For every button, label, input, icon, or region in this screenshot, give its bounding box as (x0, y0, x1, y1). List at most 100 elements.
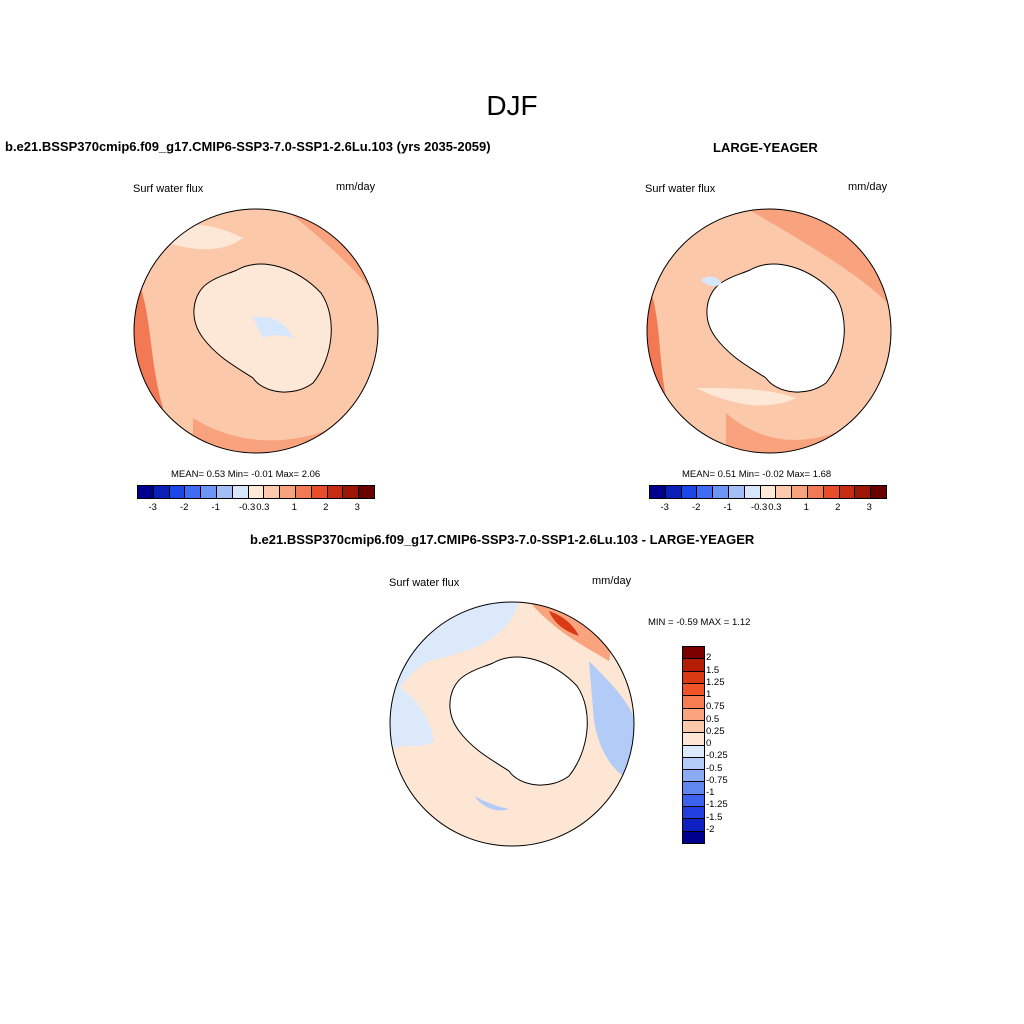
right-colorbar-tick-label: -2 (691, 502, 701, 513)
right-mean-label: MEAN= (682, 469, 715, 480)
diff-map-max-northeast (549, 611, 579, 636)
right-colorbar-tick-label: -0.3 (750, 502, 768, 513)
left-mean-label: MEAN= (171, 469, 204, 480)
diff-colorbar-tick-label: 0.75 (706, 701, 725, 713)
diff-colorbar-tick-label: -2 (706, 823, 715, 835)
left-colorbar-tick-label: -3 (148, 502, 157, 513)
diff-colorbar-tick-label: -1.5 (706, 811, 723, 823)
left-polar-map (133, 208, 379, 454)
right-min-label: Min= (738, 469, 760, 480)
diff-variable-label: Surf water flux (389, 577, 460, 589)
left-colorbar-box (201, 486, 217, 498)
diff-map-negative-south (474, 796, 509, 811)
right-min-value: -0.02 (762, 469, 784, 480)
left-colorbar-tick-label: 1 (291, 502, 297, 513)
left-colorbar-box (343, 486, 360, 498)
right-polar-map (646, 208, 892, 454)
right-colorbar-tick-label: 2 (835, 502, 841, 513)
diff-colorbar-box (683, 745, 704, 758)
right-colorbar-box (697, 486, 714, 498)
diff-colorbar-box (683, 671, 704, 684)
left-colorbar-box (153, 486, 170, 498)
left-colorbar-box (311, 486, 328, 498)
right-stats: MEAN= 0.51 Min= -0.02 Max= 1.68 (682, 469, 831, 480)
left-colorbar-box (248, 486, 265, 498)
right-colorbar-tick-label: 0.3 (768, 502, 782, 513)
diff-colorbar-box (683, 659, 704, 672)
diff-colorbar-box (683, 807, 704, 820)
left-map-border (133, 208, 379, 454)
left-colorbar-box (138, 486, 154, 498)
figure-title: DJF (486, 90, 538, 121)
diff-map-negative-west (390, 681, 434, 751)
right-mean-value: 0.51 (717, 469, 737, 480)
right-colorbar-tick-label: -1 (723, 502, 732, 513)
right-map-negative-area (701, 276, 722, 287)
right-max-label: Max= (786, 469, 811, 480)
right-colorbar-tick-label: 3 (866, 502, 872, 513)
left-colorbar-box (295, 486, 312, 498)
diff-colorbar-tick-label: 1.25 (706, 676, 725, 688)
right-max-value: 1.68 (812, 469, 832, 480)
right-colorbar-box (823, 486, 840, 498)
right-colorbar-box (728, 486, 745, 498)
right-colorbar-box (665, 486, 682, 498)
diff-map-border (389, 601, 635, 847)
diff-colorbar-tick-label: -1.25 (706, 799, 728, 811)
right-variable-label: Surf water flux (645, 183, 716, 195)
diff-colorbar-box (683, 819, 704, 832)
diff-minmax-label: MIN = -0.59 MAX = 1.12 (648, 617, 751, 628)
diff-colorbar-tick-label: 0.5 (706, 713, 720, 725)
diff-colorbar-box (683, 782, 704, 795)
diff-colorbar (682, 646, 705, 844)
right-colorbar-tick-label: -3 (660, 502, 669, 513)
right-panel-title: LARGE-YEAGER (713, 140, 818, 155)
diff-colorbar-box (683, 683, 704, 697)
diff-polar-map (389, 601, 635, 847)
right-units-label: mm/day (848, 181, 888, 193)
diff-colorbar-tick-label: -0.75 (706, 774, 728, 786)
diff-map-negative-east (589, 661, 634, 781)
right-colorbar-box (871, 486, 886, 498)
diff-colorbar-box (683, 831, 704, 843)
right-colorbar-box (650, 486, 666, 498)
left-min-value: -0.01 (251, 469, 273, 480)
left-colorbar-box (169, 486, 186, 498)
left-stats: MEAN= 0.53 Min= -0.01 Max= 2.06 (171, 469, 320, 480)
right-colorbar-box (776, 486, 793, 498)
right-map-low-band (696, 388, 796, 406)
left-colorbar-tick-label: -1 (211, 502, 220, 513)
diff-colorbar-tick-label: 0 (706, 738, 712, 749)
left-colorbar-box (327, 486, 344, 498)
right-map-border (646, 208, 892, 454)
diff-colorbar-box (683, 647, 704, 660)
left-units-label: mm/day (336, 181, 376, 193)
left-colorbar-box (232, 486, 249, 498)
diff-colorbar-tick-label: -1 (706, 787, 715, 798)
diff-colorbar-tick-label: 1.5 (706, 664, 720, 676)
right-colorbar-box (792, 486, 808, 498)
right-colorbar-box (839, 486, 856, 498)
diff-map-positive-south (444, 786, 564, 846)
right-colorbar-box (681, 486, 698, 498)
left-colorbar-tick-label: 2 (323, 502, 329, 513)
diff-colorbar-box (683, 696, 704, 709)
left-colorbar-tick-label: -0.3 (238, 502, 256, 513)
left-map-high-south (193, 418, 333, 453)
left-panel-title: b.e21.BSSP370cmip6.f09_g17.CMIP6-SSP3-7.… (5, 139, 491, 154)
left-max-label: Max= (275, 469, 300, 480)
left-max-value: 2.06 (301, 469, 321, 480)
diff-colorbar-tick-label: 1 (706, 689, 712, 700)
diff-map-antarctica (449, 656, 588, 786)
left-colorbar (137, 485, 375, 499)
diff-colorbar-box (683, 708, 704, 721)
left-colorbar-box (185, 486, 202, 498)
left-map-negative-area (253, 316, 293, 338)
right-colorbar-box (760, 486, 777, 498)
diff-colorbar-tick-label: -0.25 (706, 750, 728, 762)
diff-colorbar-tick-label: 0.25 (706, 725, 725, 737)
diff-colorbar-box (683, 720, 704, 734)
right-colorbar-box (855, 486, 872, 498)
left-variable-label: Surf water flux (133, 183, 204, 195)
right-colorbar-tick-label: 1 (803, 502, 809, 513)
